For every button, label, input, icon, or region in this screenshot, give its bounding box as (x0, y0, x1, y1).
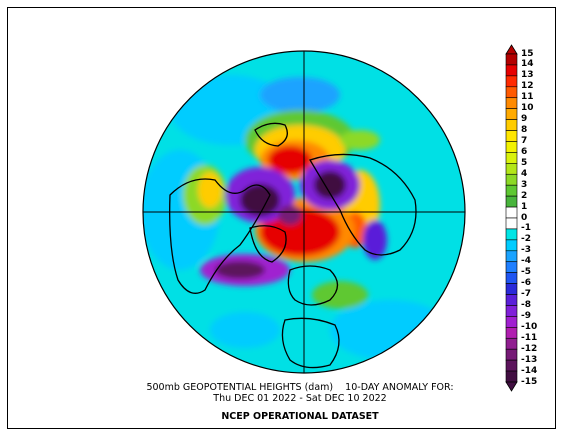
colorbar-segment (505, 272, 518, 284)
colorbar-segment (505, 184, 518, 197)
colorbar-bottom-arrow (505, 381, 518, 392)
dataset-label: NCEP OPERATIONAL DATASET (221, 411, 379, 422)
colorbar-tick-label: 12 (521, 81, 534, 92)
anomaly-negative-east (363, 220, 387, 260)
anomaly-positive-red-top (268, 146, 312, 174)
colorbar-tick-label: -14 (521, 365, 538, 376)
colorbar: 15 14 13 12 11 10 9 8 7 6 5 4 3 2 1 0 -1 -2 -3 -4 -5 -6 -7 -8 -9… (505, 44, 565, 392)
colorbar-segment (505, 206, 518, 219)
colorbar-tick-label: 8 (521, 125, 528, 136)
colorbar-segment (505, 283, 518, 295)
colorbar-tick-label: -1 (521, 223, 531, 234)
colorbar-segment (505, 359, 518, 372)
colorbar-segment (505, 316, 518, 328)
anomaly-negative-light-5 (210, 312, 280, 348)
colorbar-tick-label: -9 (521, 310, 531, 321)
colorbar-segment (505, 75, 518, 88)
colorbar-segment (505, 370, 518, 383)
colorbar-tick-label: -12 (521, 343, 538, 354)
colorbar-tick-label: 10 (521, 103, 534, 114)
colorbar-tick-label: 13 (521, 70, 534, 81)
colorbar-tick-label: -7 (521, 289, 531, 300)
anomaly-negative-atlantic-core (215, 261, 265, 279)
colorbar-segment (505, 163, 518, 175)
colorbar-tick-label: -5 (521, 267, 531, 278)
anomaly-negative-light-4 (260, 77, 340, 113)
anomaly-positive-left-inner (198, 172, 222, 208)
colorbar-segment (505, 64, 518, 77)
colorbar-tick-label: 1 (521, 201, 528, 212)
anomaly-negative-center (278, 205, 302, 225)
colorbar-tick-label: 2 (521, 190, 528, 201)
colorbar-segment (505, 108, 518, 120)
colorbar-segment (505, 141, 518, 153)
coast-asia (309, 153, 417, 256)
caption: 500mb GEOPOTENTIAL HEIGHTS (dam) 10-DAY … (0, 382, 565, 404)
colorbar-segment (505, 228, 518, 241)
colorbar-segment (505, 152, 518, 164)
colorbar-segment (505, 348, 518, 361)
colorbar-segment (505, 294, 518, 306)
coast-north-america (169, 178, 271, 294)
colorbar-scale (505, 44, 518, 392)
coast-greenland (249, 225, 287, 263)
colorbar-segment (505, 327, 518, 339)
colorbar-tick-label: 3 (521, 179, 528, 190)
colorbar-tick-label: -4 (521, 256, 531, 267)
colorbar-tick-label: 9 (521, 114, 528, 125)
colorbar-segment (505, 305, 518, 317)
colorbar-tick-label: 6 (521, 146, 528, 157)
colorbar-top-arrow (505, 44, 518, 55)
colorbar-segment (505, 250, 518, 263)
colorbar-segment (505, 173, 518, 186)
caption-line2: Thu DEC 01 2022 - Sat DEC 10 2022 (213, 393, 387, 404)
anomaly-positive-europe (312, 281, 368, 309)
anomaly-negative-siberia-core (314, 171, 346, 199)
colorbar-tick-label: -2 (521, 234, 531, 245)
colorbar-segment (505, 119, 518, 131)
colorbar-tick-label: -6 (521, 278, 531, 289)
colorbar-tick-label: 7 (521, 135, 528, 146)
caption-line1: 500mb GEOPOTENTIAL HEIGHTS (dam) 10-DAY … (146, 382, 454, 393)
coast-africa (281, 317, 340, 369)
colorbar-tick-label: 14 (521, 59, 534, 70)
colorbar-segment (505, 261, 518, 273)
colorbar-segment (505, 217, 518, 230)
colorbar-segment (505, 337, 518, 350)
colorbar-tick-label: -10 (521, 321, 538, 332)
colorbar-tick-label: -8 (521, 299, 531, 310)
colorbar-tick-label: -3 (521, 245, 531, 256)
colorbar-tick-label: 0 (521, 212, 528, 223)
coast-alaska (254, 122, 288, 147)
colorbar-segment (505, 97, 518, 109)
colorbar-segment (505, 239, 518, 252)
colorbar-tick-label: 11 (521, 92, 534, 103)
colorbar-tick-label: -13 (521, 354, 538, 365)
colorbar-segment (505, 53, 518, 66)
colorbar-tick-label: 5 (521, 157, 528, 168)
coast-europe (287, 265, 339, 306)
colorbar-tick-label: 15 (521, 48, 534, 59)
anomaly-positive-russia (340, 130, 380, 150)
colorbar-segment (505, 130, 518, 142)
colorbar-tick-label: -11 (521, 332, 538, 343)
anomaly-negative-canada-core (240, 184, 280, 216)
colorbar-tick-label: -15 (521, 376, 538, 387)
colorbar-segment (505, 195, 518, 208)
colorbar-segment (505, 86, 518, 99)
colorbar-tick-label: 4 (521, 168, 528, 179)
